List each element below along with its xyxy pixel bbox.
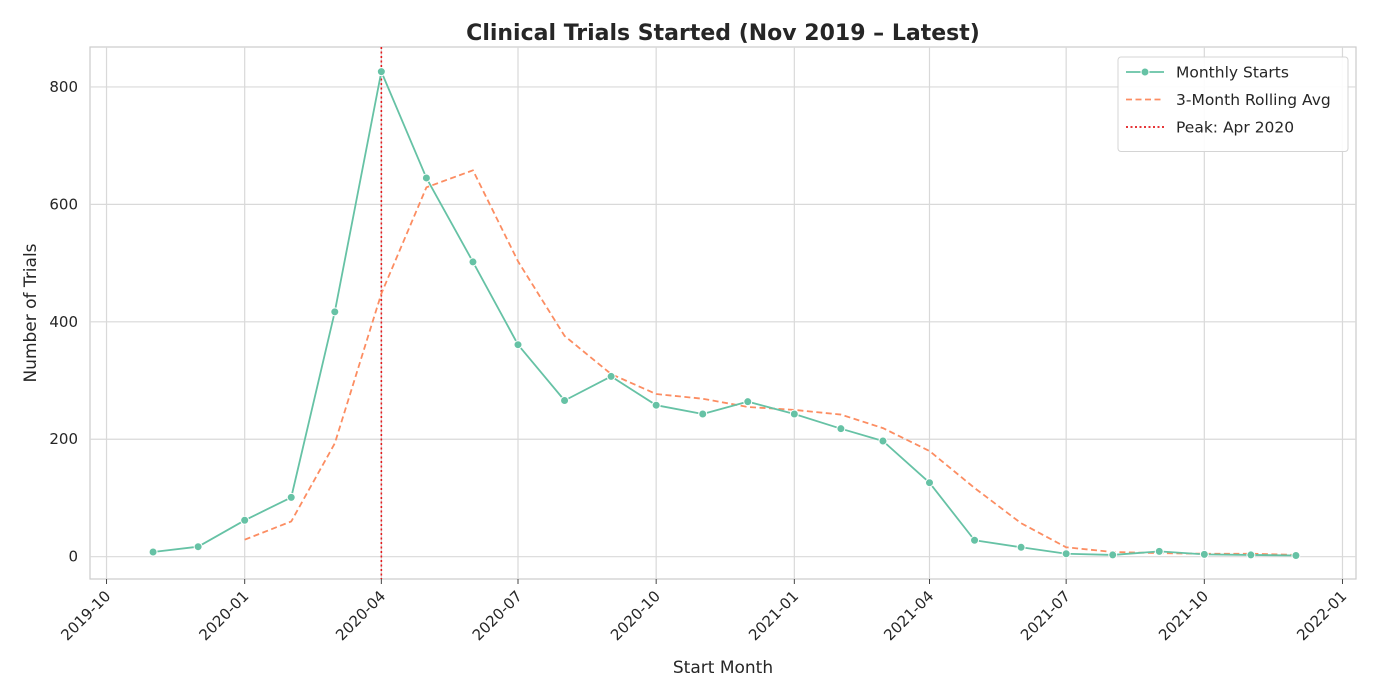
legend-label: Monthly Starts: [1176, 64, 1289, 82]
data-point: [330, 307, 340, 317]
x-axis-title: Start Month: [673, 658, 773, 678]
series-line-0: [152, 70, 1296, 557]
data-point: [1154, 546, 1164, 556]
data-point: [1016, 542, 1026, 552]
legend: Monthly Starts 3-Month Rolling Avg Peak: A…: [1117, 56, 1349, 152]
legend-marker: [1140, 67, 1150, 77]
series-lines: [148, 47, 1301, 579]
grid-lines: [90, 47, 1356, 579]
data-point: [836, 424, 846, 434]
data-point: [560, 395, 570, 405]
legend-box: [1117, 56, 1349, 152]
data-point: [878, 436, 888, 446]
data-point: [924, 478, 934, 488]
data-point: [421, 173, 431, 183]
y-axis-title: Number of Trials: [21, 243, 41, 382]
data-point: [698, 409, 708, 419]
data-point: [970, 535, 980, 545]
chart-title: Clinical Trials Started (Nov 2019 – Late…: [466, 21, 980, 46]
data-point: [1199, 549, 1209, 559]
data-point: [1291, 551, 1301, 561]
legend-label: 3-Month Rolling Avg: [1176, 91, 1331, 109]
y-tick-label: 800: [49, 78, 78, 96]
data-point: [240, 515, 250, 525]
data-point: [148, 547, 158, 557]
data-point: [743, 397, 753, 407]
data-point: [1061, 549, 1071, 559]
y-tick-label: 600: [49, 195, 78, 213]
data-point: [1246, 550, 1256, 560]
data-point: [193, 542, 203, 552]
data-point: [376, 67, 386, 77]
data-point: [1108, 550, 1118, 560]
data-point: [606, 371, 616, 381]
data-point: [651, 400, 661, 410]
data-point: [286, 492, 296, 502]
data-point: [789, 409, 799, 419]
y-tick-label: 400: [49, 313, 78, 331]
legend-label: Peak: Apr 2020: [1176, 119, 1294, 137]
data-point: [468, 257, 478, 267]
data-point: [513, 340, 523, 350]
y-tick-label: 200: [49, 430, 78, 448]
y-tick-label: 0: [68, 548, 78, 566]
